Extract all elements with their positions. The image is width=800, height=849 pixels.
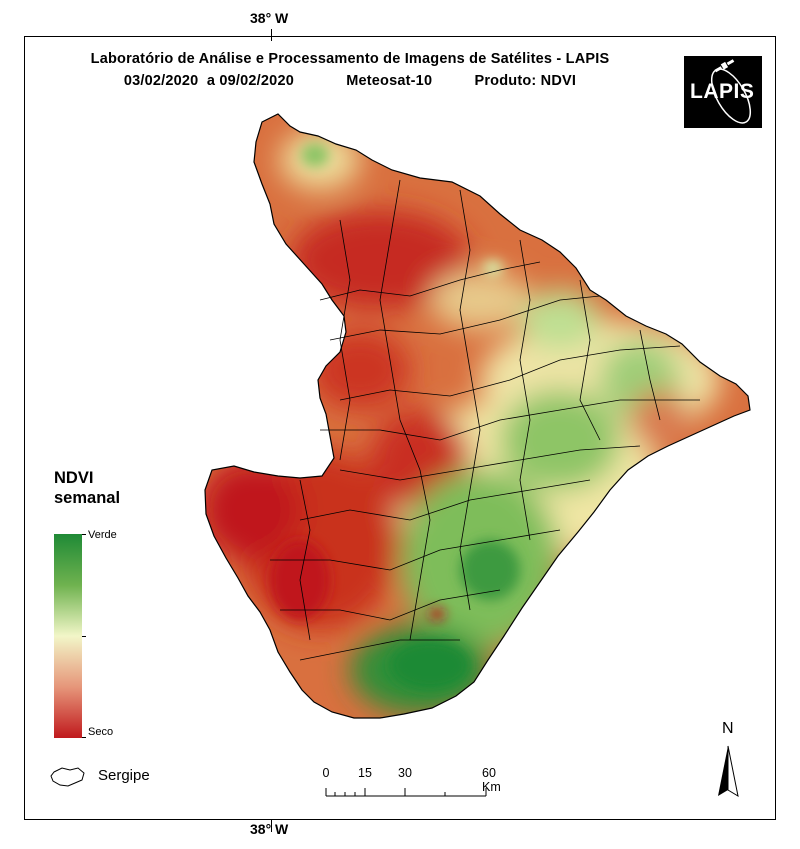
logo-text: LAPIS xyxy=(690,80,755,103)
legend-title-line1: NDVI xyxy=(54,469,94,487)
ramp-tick-bottom xyxy=(82,737,86,738)
scale-label-30: 30 xyxy=(398,766,412,780)
graticule-tick-top xyxy=(271,29,272,41)
satellite-name: Meteosat-10 xyxy=(346,73,433,89)
legend-high-label: Verde xyxy=(88,529,117,541)
scale-bar: 0 15 30 60 Km xyxy=(318,766,518,806)
scale-bar-ruler xyxy=(325,788,487,797)
legend-title-line2: semanal xyxy=(54,489,121,507)
map-title: Laboratório de Análise e Processamento d… xyxy=(90,51,610,67)
ramp-tick-middle xyxy=(82,636,86,637)
scale-label-15: 15 xyxy=(358,766,372,780)
sergipe-layer-label: Sergipe xyxy=(98,767,150,784)
ndvi-map xyxy=(204,113,751,719)
satellite-orbit-icon xyxy=(710,59,752,124)
scale-label-60: 60 Km xyxy=(482,766,501,794)
legend-title: NDVI semanal xyxy=(54,468,120,508)
legend-low-label: Seco xyxy=(88,726,114,738)
municipality-boundaries xyxy=(270,179,700,661)
map-frame xyxy=(24,36,776,820)
ndvi-raster xyxy=(205,114,750,718)
ramp-tick-top xyxy=(82,534,86,535)
longitude-label-top: 38° W xyxy=(250,10,289,26)
lapis-logo: LAPIS xyxy=(684,56,762,128)
scale-label-0: 0 xyxy=(322,766,330,780)
graticule-tick-bottom xyxy=(271,820,272,832)
date-range: 03/02/2020 a 09/02/2020 xyxy=(123,73,294,89)
north-arrow-icon xyxy=(718,745,739,798)
product-name: Produto: NDVI xyxy=(474,73,577,89)
ndvi-color-ramp xyxy=(54,534,82,738)
map-subtitle: 03/02/2020 a 09/02/2020 Meteosat-10 Prod… xyxy=(30,73,670,89)
longitude-label-bottom: 38° W xyxy=(250,821,289,837)
north-label: N xyxy=(722,720,734,737)
sergipe-polygon-icon xyxy=(50,767,85,787)
